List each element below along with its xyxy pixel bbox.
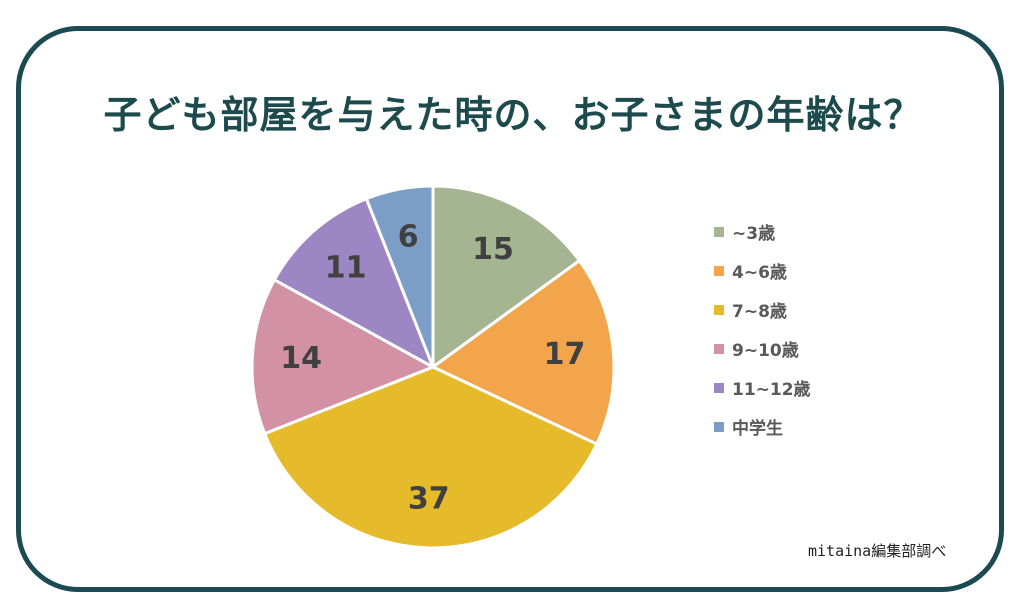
data-label: 14 [280,341,322,376]
pie-slice [250,278,435,436]
legend-swatch [714,226,724,237]
legend-swatch [714,265,724,276]
legend-label: 7~8歳 [732,302,787,322]
pie-slice [364,184,435,369]
legend-item: 11~12歳 [714,368,854,407]
data-label: 17 [544,337,586,372]
legend-item: 4~6歳 [714,251,854,290]
legend-label: 11~12歳 [732,380,811,400]
legend-label: 9~10歳 [732,341,799,361]
pie-slice [272,197,435,369]
chart-legend: ~3歳 4~6歳 7~8歳 9~10歳 11~12歳 中学生 [714,212,854,446]
legend-label: ~3歳 [732,224,776,244]
chart-title: 子ども部屋を与えた時の、お子さまの年齢は？ [103,93,923,137]
legend-swatch [714,382,724,393]
data-label: 37 [408,482,450,517]
legend-label: 中学生 [732,419,783,439]
legend-swatch [714,304,724,315]
pie-slice [431,184,581,369]
legend-item: ~3歳 [714,212,854,251]
pie-slice [263,365,599,550]
data-label: 11 [325,250,367,285]
source-note: mitaina編集部調べ [808,542,947,560]
legend-item: 中学生 [714,407,854,446]
legend-swatch [714,421,724,432]
legend-label: 4~6歳 [732,263,787,283]
pie-slice [431,259,616,446]
legend-swatch [714,343,724,354]
legend-item: 7~8歳 [714,290,854,329]
data-label: 15 [472,232,514,267]
legend-item: 9~10歳 [714,329,854,368]
data-label: 6 [398,220,419,255]
